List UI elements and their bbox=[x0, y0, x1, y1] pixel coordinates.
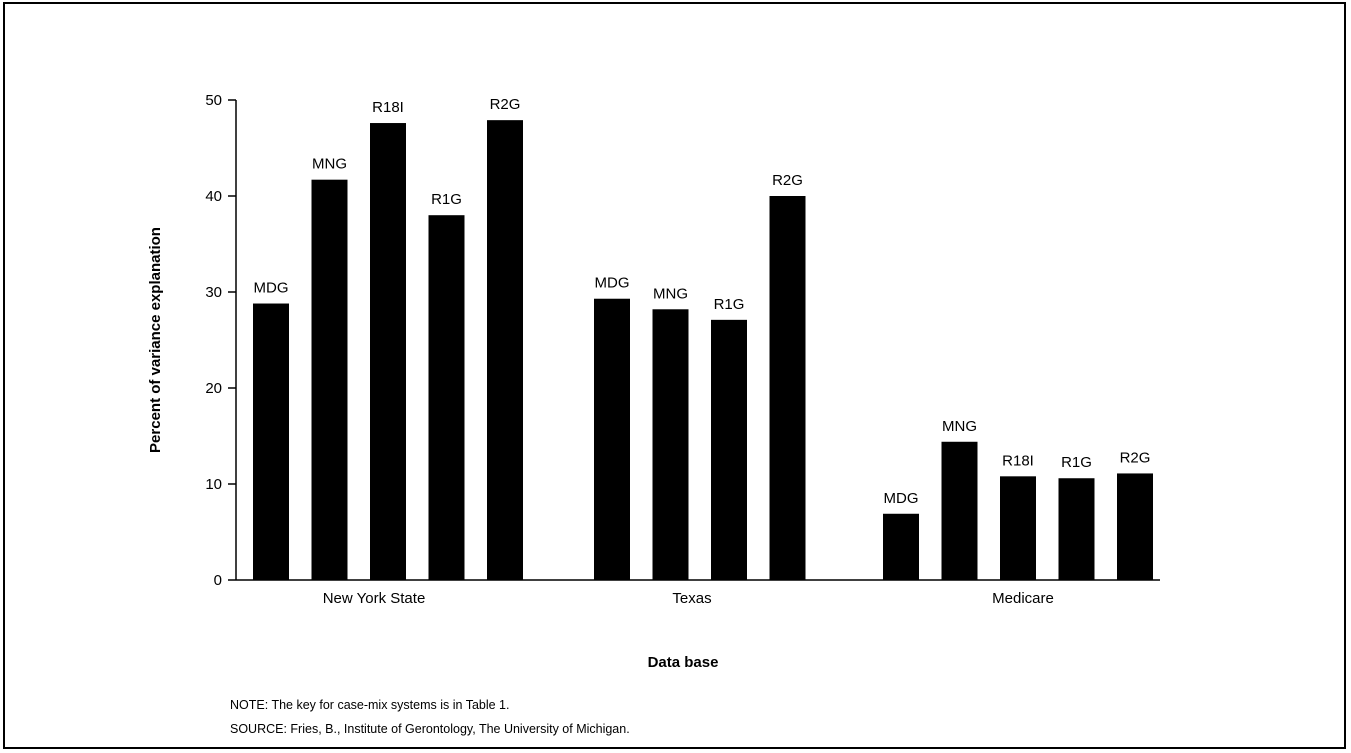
bar-medicare-r18i bbox=[1000, 476, 1036, 580]
bar-label: MDG bbox=[254, 280, 289, 297]
bar-label: R1G bbox=[1061, 454, 1092, 471]
x-axis-title: Data base bbox=[648, 654, 719, 671]
bar-new-york-state-mdg bbox=[253, 303, 289, 580]
bar-medicare-mdg bbox=[883, 513, 919, 580]
y-tick-label: 0 bbox=[214, 572, 222, 589]
bar-label: R18I bbox=[372, 99, 404, 116]
bar-label: MDG bbox=[884, 490, 919, 507]
bar-label: MNG bbox=[942, 418, 977, 435]
bar-medicare-r2g bbox=[1117, 473, 1153, 580]
y-tick-label: 20 bbox=[205, 380, 222, 397]
y-ticks: 0 10 20 30 40 50 bbox=[205, 92, 236, 589]
bar-label: R1G bbox=[431, 191, 462, 208]
source-text: SOURCE: Fries, B., Institute of Gerontol… bbox=[230, 722, 630, 736]
group-label: New York State bbox=[323, 590, 426, 607]
bar-new-york-state-r18i bbox=[370, 123, 406, 580]
y-tick-label: 40 bbox=[205, 188, 222, 205]
y-axis-title: Percent of variance explanation bbox=[147, 227, 164, 453]
bar-label: MDG bbox=[595, 275, 630, 292]
bar-new-york-state-r1g bbox=[428, 215, 465, 580]
bar-new-york-state-r2g bbox=[487, 120, 523, 580]
bar-texas-mng bbox=[652, 309, 689, 580]
bar-label: MNG bbox=[653, 285, 688, 302]
bar-label: MNG bbox=[312, 156, 347, 173]
bar-medicare-mng bbox=[941, 441, 978, 580]
y-tick-label: 50 bbox=[205, 92, 222, 109]
group-label: Medicare bbox=[992, 590, 1054, 607]
y-tick-label: 10 bbox=[205, 476, 222, 493]
bar-label: R2G bbox=[772, 172, 803, 189]
bar-texas-mdg bbox=[594, 298, 630, 580]
bar-new-york-state-mng bbox=[311, 179, 348, 580]
bar-texas-r1g bbox=[711, 319, 747, 580]
bar-texas-r2g bbox=[769, 196, 806, 580]
bar-medicare-r1g bbox=[1058, 478, 1095, 580]
y-tick-label: 30 bbox=[205, 284, 222, 301]
bars-layer bbox=[253, 120, 1153, 580]
bar-label: R18I bbox=[1002, 452, 1034, 469]
bar-labels-layer: MDG MNG R18I R1G R2G MDG MNG R1G R2G MDG MNG R18I R1… bbox=[254, 96, 1151, 507]
bar-label: R2G bbox=[1120, 449, 1151, 466]
group-labels-layer: New York State Texas Medicare bbox=[323, 590, 1054, 607]
note-text: NOTE: The key for case-mix systems is in… bbox=[230, 698, 510, 712]
group-label: Texas bbox=[672, 590, 711, 607]
bar-label: R2G bbox=[490, 96, 521, 113]
bar-label: R1G bbox=[714, 296, 745, 313]
